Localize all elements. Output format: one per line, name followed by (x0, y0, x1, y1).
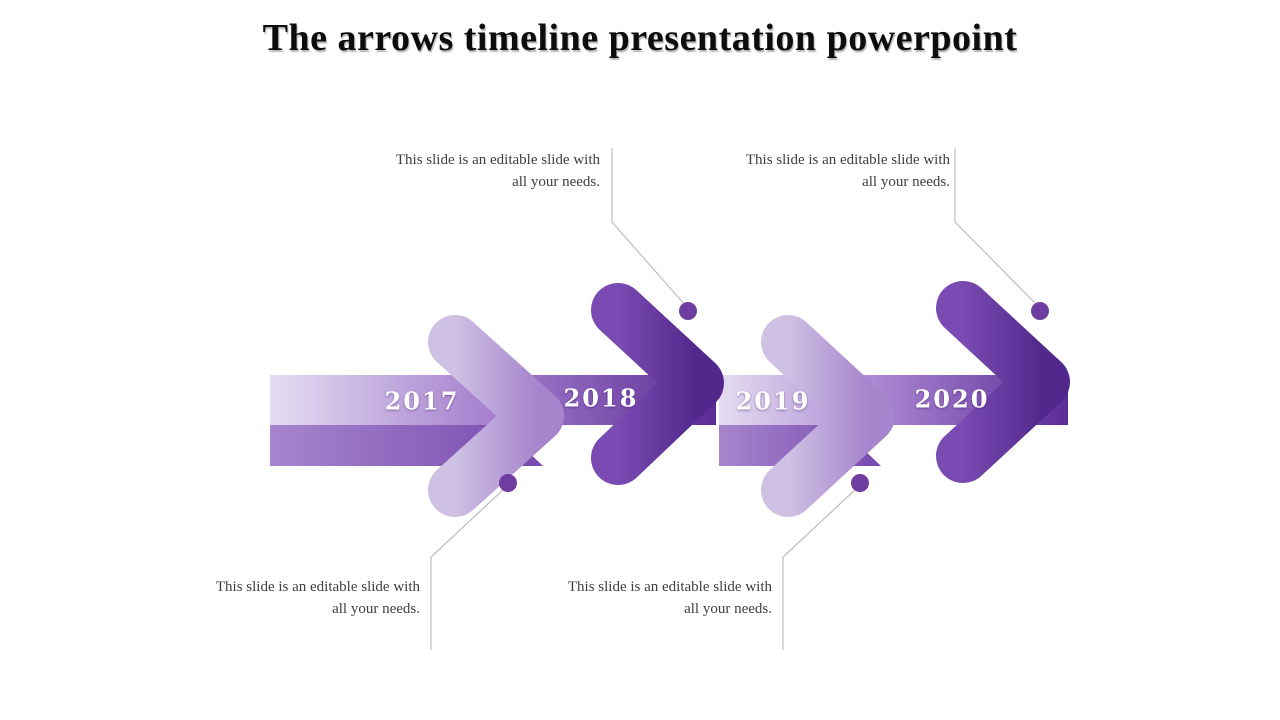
arrowhead-2017 (428, 315, 564, 517)
connector-line-2017 (430, 487, 506, 650)
note-text-2019: This slide is an editable slide with all… (567, 579, 772, 617)
connector-line-2018 (611, 148, 686, 306)
note-text-2018: This slide is an editable slide with all… (395, 152, 600, 190)
timeline-dot-2020 (1031, 302, 1049, 320)
note-text-2020: This slide is an editable slide with all… (745, 152, 950, 190)
connector-line-2020 (954, 148, 1038, 306)
year-label-2020: 2020 (914, 384, 990, 414)
timeline-dot-2017 (499, 474, 517, 492)
connector-line-2019 (782, 487, 858, 650)
arrowhead-2018 (591, 283, 724, 485)
year-label-2019: 2019 (735, 386, 811, 416)
arrowhead-2020 (936, 281, 1070, 483)
arrowhead-2019 (761, 315, 895, 517)
year-label-2018: 2018 (563, 383, 639, 413)
timeline-dot-2019 (851, 474, 869, 492)
note-text-2017: This slide is an editable slide with all… (215, 579, 420, 617)
slide-title: The arrows timeline presentation powerpo… (262, 17, 1018, 59)
year-label-2017: 2017 (384, 386, 460, 416)
timeline-dot-2018 (679, 302, 697, 320)
